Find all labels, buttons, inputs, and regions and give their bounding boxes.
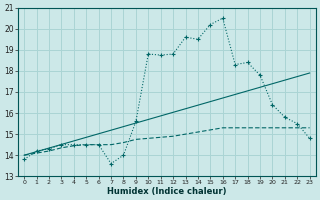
X-axis label: Humidex (Indice chaleur): Humidex (Indice chaleur): [107, 187, 227, 196]
